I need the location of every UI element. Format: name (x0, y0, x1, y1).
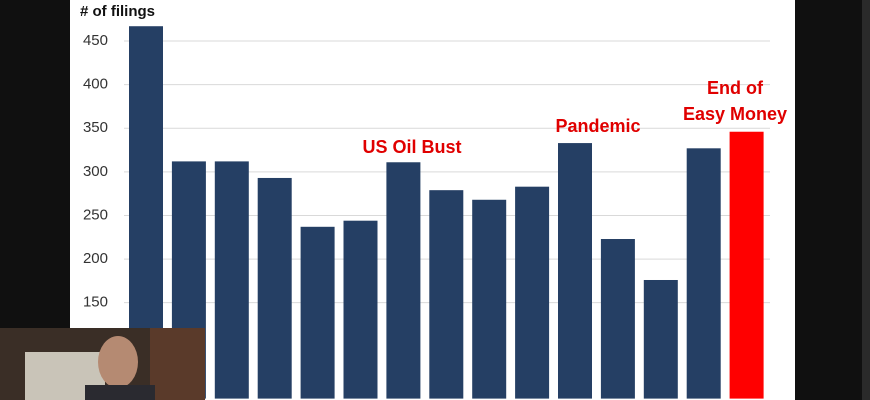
annotation: US Oil Bust (362, 137, 461, 157)
y-tick-label: 200 (83, 250, 108, 267)
bar (257, 177, 292, 399)
webcam-face (98, 336, 138, 388)
bar (515, 186, 550, 399)
y-tick-label: 300 (83, 163, 108, 180)
bar (686, 148, 721, 399)
bar (429, 190, 464, 399)
y-tick-label: 250 (83, 206, 108, 223)
y-axis-title: # of filings (80, 3, 155, 20)
y-tick-label: 450 (83, 32, 108, 49)
annotation: Easy Money (683, 104, 787, 124)
webcam-shirt (85, 385, 155, 400)
y-tick-label: 400 (83, 76, 108, 93)
bar (214, 161, 249, 399)
bar (300, 226, 335, 399)
annotation: Pandemic (555, 116, 640, 136)
bar (558, 143, 592, 399)
webcam-door (150, 328, 205, 400)
scrollbar (862, 0, 870, 400)
webcam (0, 328, 205, 400)
bar (472, 199, 507, 399)
bar (600, 239, 635, 399)
bar (729, 131, 764, 399)
bar (386, 162, 421, 399)
bar (643, 279, 678, 399)
y-tick-label: 350 (83, 119, 108, 136)
plot: 150 200 250 300 350 400 450 US Oil Bust Pandemic… (83, 26, 787, 399)
annotation: End of (707, 78, 764, 98)
bar (343, 220, 378, 399)
y-tick-label: 150 (83, 294, 108, 311)
